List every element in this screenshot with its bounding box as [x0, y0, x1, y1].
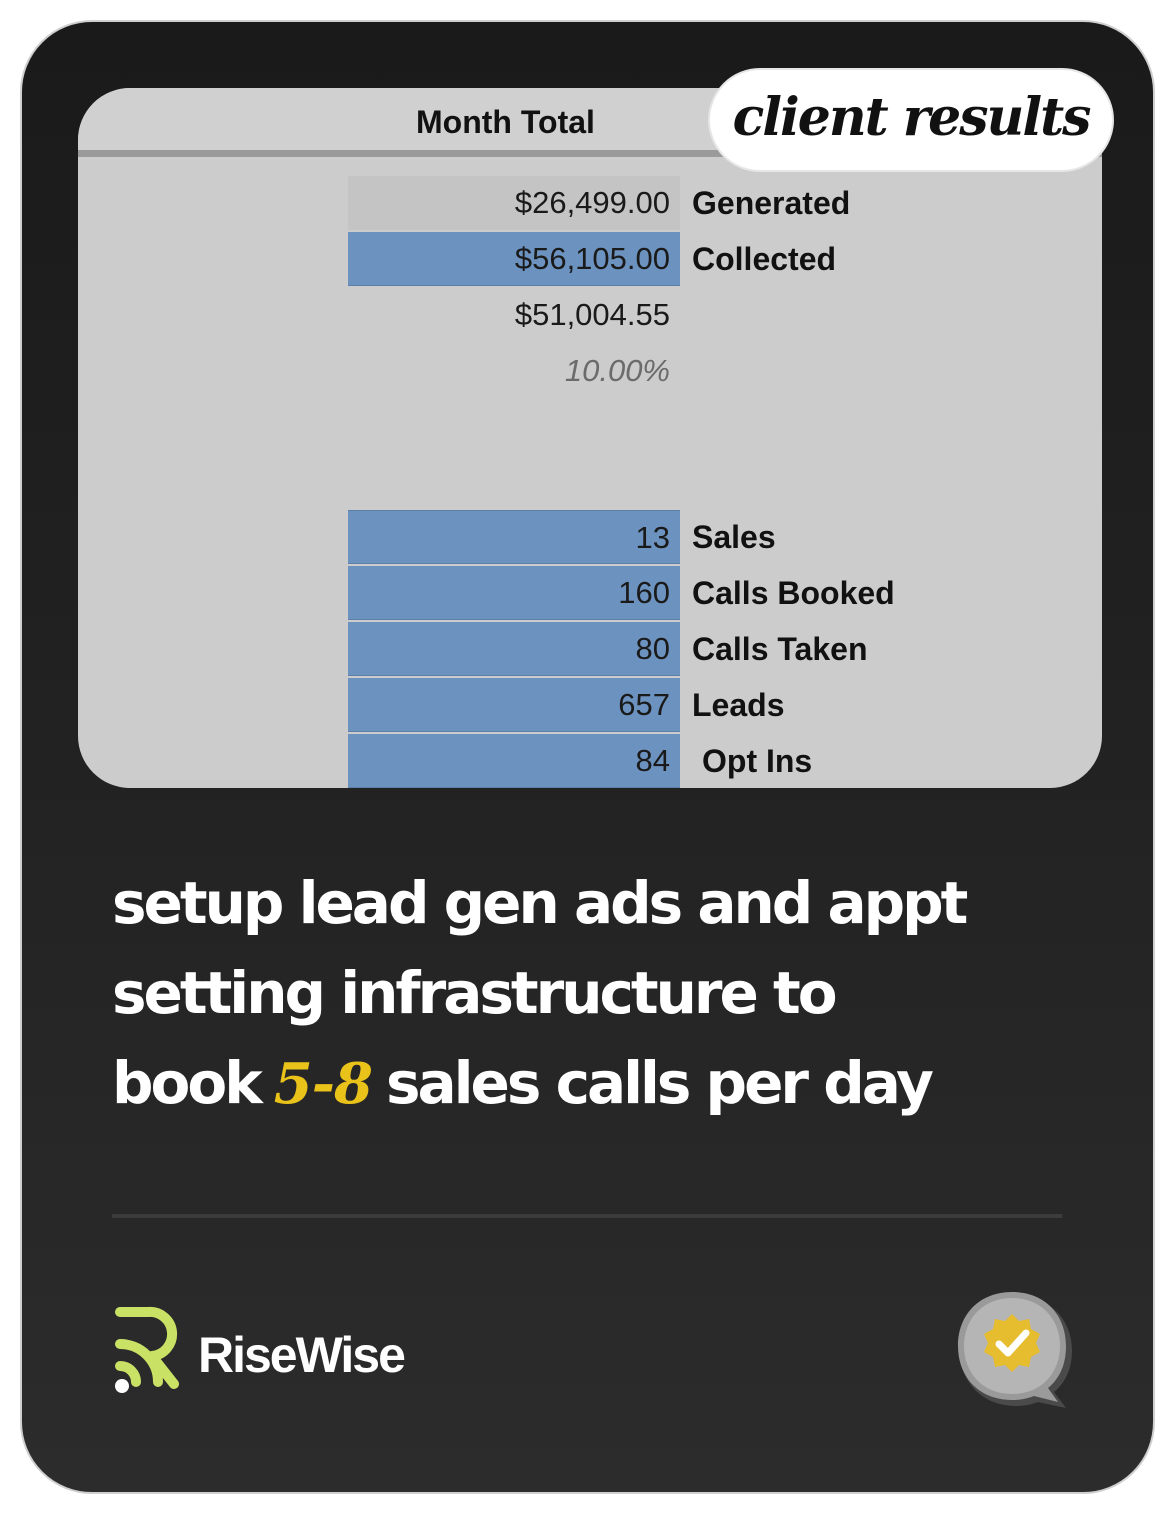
- brand-name: RiseWise: [198, 1327, 406, 1383]
- spreadsheet-screenshot: Month Total $26,499.00 Generated $56,105…: [78, 88, 1102, 788]
- calls-booked-value-cell: 160: [348, 566, 680, 620]
- opt-ins-value-cell: 84: [348, 734, 680, 788]
- headline: setup lead gen ads and appt setting infr…: [112, 858, 1072, 1129]
- headline-line-1: setup lead gen ads and appt: [112, 869, 968, 937]
- collected-label: Collected: [692, 241, 837, 277]
- calls-booked-label: Calls Booked: [692, 575, 895, 611]
- headline-line-3: book 5-8 sales calls per day: [112, 1038, 1072, 1129]
- leads-value-cell: 657: [348, 678, 680, 732]
- month-total-header: Month Total: [416, 104, 595, 140]
- client-results-card: Month Total $26,499.00 Generated $56,105…: [20, 20, 1155, 1494]
- sales-label: Sales: [692, 519, 776, 555]
- generated-label: Generated: [692, 185, 851, 221]
- collected-value-cell: $56,105.00: [348, 232, 680, 286]
- leads-label: Leads: [692, 687, 785, 723]
- headline-sales-calls-text: sales calls per day: [385, 1049, 934, 1117]
- verified-badge-icon: [958, 1292, 1072, 1408]
- client-results-badge: client results: [708, 68, 1114, 172]
- headline-book-text: book: [112, 1049, 263, 1117]
- sales-value-cell: 13: [348, 510, 680, 564]
- calls-range-highlight: 5-8: [273, 1051, 373, 1117]
- calls-taken-label: Calls Taken: [692, 631, 868, 667]
- generated-value-cell: $26,499.00: [348, 176, 680, 230]
- risewise-signal-icon: [115, 1306, 179, 1393]
- risewise-logo: RiseWise: [112, 1304, 452, 1400]
- verified-badge: [954, 1288, 1078, 1423]
- headline-line-2: setting infrastructure to: [112, 959, 838, 1027]
- calls-taken-value-cell: 80: [348, 622, 680, 676]
- net-value-cell: $51,004.55: [514, 297, 670, 332]
- divider: [112, 1214, 1062, 1218]
- percent-value-cell: 10.00%: [564, 353, 670, 388]
- opt-ins-label: Opt Ins: [702, 743, 813, 779]
